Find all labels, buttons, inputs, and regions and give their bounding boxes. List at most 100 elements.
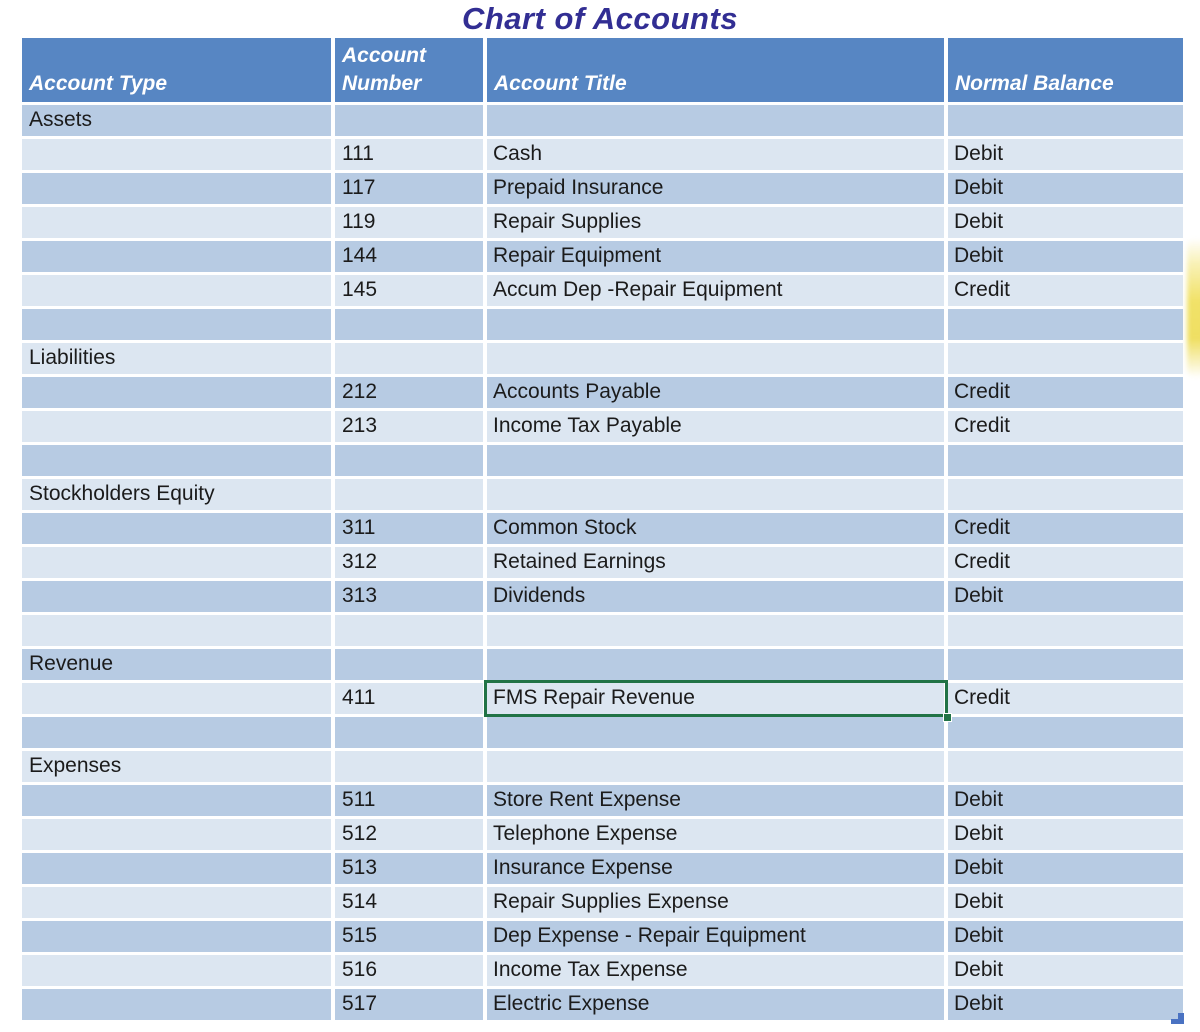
account-number-cell[interactable]: [335, 649, 487, 683]
account-type-cell[interactable]: Revenue: [22, 649, 335, 683]
account-title-cell[interactable]: [487, 717, 948, 751]
account-number-cell[interactable]: 145: [335, 275, 487, 309]
account-type-cell[interactable]: [22, 853, 335, 887]
account-number-cell[interactable]: 119: [335, 207, 487, 241]
account-title-cell[interactable]: Common Stock: [487, 513, 948, 547]
header-account-type[interactable]: Account Type: [22, 38, 335, 105]
account-title-cell[interactable]: [487, 751, 948, 785]
account-title-cell[interactable]: Insurance Expense: [487, 853, 948, 887]
normal-balance-cell[interactable]: Debit: [948, 785, 1183, 819]
normal-balance-cell[interactable]: Credit: [948, 513, 1183, 547]
account-type-cell[interactable]: [22, 411, 335, 445]
normal-balance-cell[interactable]: [948, 649, 1183, 683]
normal-balance-cell[interactable]: Debit: [948, 207, 1183, 241]
normal-balance-cell[interactable]: Credit: [948, 275, 1183, 309]
account-title-cell[interactable]: Income Tax Expense: [487, 955, 948, 989]
account-title-cell[interactable]: Repair Supplies Expense: [487, 887, 948, 921]
account-title-cell[interactable]: Repair Supplies: [487, 207, 948, 241]
account-type-cell[interactable]: [22, 207, 335, 241]
account-number-cell[interactable]: 117: [335, 173, 487, 207]
account-type-cell[interactable]: [22, 547, 335, 581]
account-number-cell[interactable]: [335, 717, 487, 751]
account-type-cell[interactable]: [22, 717, 335, 751]
account-type-cell[interactable]: Liabilities: [22, 343, 335, 377]
account-title-cell[interactable]: Prepaid Insurance: [487, 173, 948, 207]
account-number-cell[interactable]: 312: [335, 547, 487, 581]
account-type-cell[interactable]: [22, 683, 335, 717]
table-resize-handle[interactable]: [1171, 1013, 1184, 1024]
account-number-cell[interactable]: 514: [335, 887, 487, 921]
account-type-cell[interactable]: Assets: [22, 105, 335, 139]
account-title-cell[interactable]: [487, 343, 948, 377]
account-title-cell[interactable]: [487, 105, 948, 139]
account-number-cell[interactable]: [335, 751, 487, 785]
account-number-cell[interactable]: [335, 479, 487, 513]
account-type-cell[interactable]: [22, 445, 335, 479]
account-number-cell[interactable]: 511: [335, 785, 487, 819]
normal-balance-cell[interactable]: Debit: [948, 887, 1183, 921]
account-title-cell[interactable]: Electric Expense: [487, 989, 948, 1023]
account-number-cell[interactable]: [335, 615, 487, 649]
normal-balance-cell[interactable]: [948, 751, 1183, 785]
account-number-cell[interactable]: [335, 445, 487, 479]
account-type-cell[interactable]: [22, 173, 335, 207]
normal-balance-cell[interactable]: Debit: [948, 921, 1183, 955]
account-type-cell[interactable]: [22, 377, 335, 411]
account-number-cell[interactable]: 512: [335, 819, 487, 853]
normal-balance-cell[interactable]: Credit: [948, 411, 1183, 445]
account-type-cell[interactable]: Expenses: [22, 751, 335, 785]
header-account-title[interactable]: Account Title: [487, 38, 948, 105]
fill-handle[interactable]: [943, 713, 952, 722]
account-title-cell[interactable]: Telephone Expense: [487, 819, 948, 853]
account-title-cell[interactable]: Dep Expense - Repair Equipment: [487, 921, 948, 955]
account-title-cell[interactable]: Accum Dep -Repair Equipment: [487, 275, 948, 309]
normal-balance-cell[interactable]: [948, 343, 1183, 377]
account-number-cell[interactable]: 515: [335, 921, 487, 955]
account-title-cell[interactable]: Store Rent Expense: [487, 785, 948, 819]
normal-balance-cell[interactable]: Credit: [948, 547, 1183, 581]
account-title-cell[interactable]: [487, 309, 948, 343]
normal-balance-cell[interactable]: Debit: [948, 139, 1183, 173]
normal-balance-cell[interactable]: Debit: [948, 955, 1183, 989]
account-number-cell[interactable]: 311: [335, 513, 487, 547]
normal-balance-cell[interactable]: [948, 615, 1183, 649]
normal-balance-cell[interactable]: Credit: [948, 377, 1183, 411]
account-number-cell[interactable]: 212: [335, 377, 487, 411]
account-number-cell[interactable]: 313: [335, 581, 487, 615]
normal-balance-cell[interactable]: [948, 105, 1183, 139]
account-title-cell[interactable]: [487, 649, 948, 683]
account-title-cell[interactable]: [487, 445, 948, 479]
account-number-cell[interactable]: 517: [335, 989, 487, 1023]
account-number-cell[interactable]: 213: [335, 411, 487, 445]
account-type-cell[interactable]: [22, 819, 335, 853]
normal-balance-cell[interactable]: [948, 717, 1183, 751]
account-type-cell[interactable]: [22, 887, 335, 921]
normal-balance-cell[interactable]: Debit: [948, 853, 1183, 887]
account-type-cell[interactable]: [22, 955, 335, 989]
normal-balance-cell[interactable]: [948, 445, 1183, 479]
account-type-cell[interactable]: [22, 581, 335, 615]
account-number-cell[interactable]: 513: [335, 853, 487, 887]
header-account-number[interactable]: Account Number: [335, 38, 487, 105]
account-title-cell[interactable]: Repair Equipment: [487, 241, 948, 275]
account-type-cell[interactable]: [22, 921, 335, 955]
account-title-cell[interactable]: Retained Earnings: [487, 547, 948, 581]
account-type-cell[interactable]: [22, 513, 335, 547]
account-number-cell[interactable]: [335, 343, 487, 377]
account-title-cell[interactable]: Cash: [487, 139, 948, 173]
normal-balance-cell[interactable]: Debit: [948, 173, 1183, 207]
account-number-cell[interactable]: 144: [335, 241, 487, 275]
account-title-cell[interactable]: [487, 615, 948, 649]
account-type-cell[interactable]: [22, 139, 335, 173]
normal-balance-cell[interactable]: Debit: [948, 581, 1183, 615]
account-number-cell[interactable]: 111: [335, 139, 487, 173]
account-number-cell[interactable]: [335, 105, 487, 139]
account-type-cell[interactable]: [22, 989, 335, 1023]
normal-balance-cell[interactable]: [948, 309, 1183, 343]
account-title-cell[interactable]: [487, 479, 948, 513]
normal-balance-cell[interactable]: Debit: [948, 241, 1183, 275]
account-type-cell[interactable]: [22, 785, 335, 819]
account-title-cell[interactable]: Accounts Payable: [487, 377, 948, 411]
account-type-cell[interactable]: [22, 309, 335, 343]
account-number-cell[interactable]: [335, 309, 487, 343]
